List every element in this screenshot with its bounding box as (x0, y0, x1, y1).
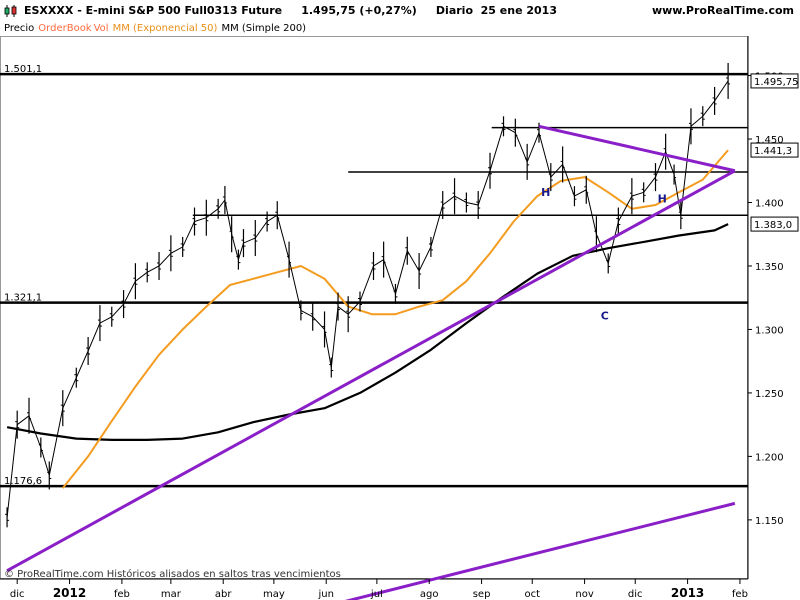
price-line (6, 80, 729, 518)
price-bars-layer (5, 62, 731, 528)
x-tick-label-3: mar (161, 589, 182, 600)
x-tick-label-5: may (263, 589, 285, 600)
sma200-layer (6, 223, 729, 441)
legend-orderbook[interactable]: OrderBook (38, 23, 92, 34)
x-tick-label-8: ago (420, 589, 439, 600)
x-tick-label-1: 2012 (53, 586, 86, 600)
chart-title: ESXXXX - E-mini S&P 500 Full0313 Future … (24, 4, 557, 17)
annotation-h-2: H (658, 192, 667, 205)
y-tick-label-4: 1.350 (755, 262, 784, 273)
value-tag-box-1 (750, 142, 799, 158)
y-tick-label-1: 1.200 (755, 452, 784, 463)
legend-ema50[interactable]: MM (Exponencial 50) (112, 23, 218, 34)
x-tick-label-14: feb (732, 589, 748, 600)
y-tick-label-0: 1.150 (755, 516, 784, 527)
candlestick-icon (4, 5, 17, 17)
value-tag-box-2 (750, 216, 799, 232)
value-tag-label-1: 1.441,3 (754, 146, 792, 157)
value-tag-box-0 (750, 73, 799, 89)
sma200-line (6, 223, 729, 441)
legend-sma200[interactable]: MM (Simple 200) (221, 23, 307, 34)
y-tick-label-5: 1.400 (755, 198, 784, 209)
x-tick-label-11: nov (575, 589, 593, 600)
chart-header: ESXXXX - E-mini S&P 500 Full0313 Future … (0, 0, 800, 22)
ema50-line (62, 149, 729, 489)
legend-price[interactable]: Precio (4, 23, 35, 34)
x-tick-label-6: jun (317, 589, 333, 600)
footer-note: © ProRealTime.com Históricos alisados en… (4, 569, 341, 580)
x-tick-label-0: dic (10, 589, 25, 600)
value-tags: 1.495,75 1.441,3 1.383,0 (750, 73, 799, 232)
ema50-layer (62, 149, 729, 489)
annotations-layer: H C H (541, 186, 667, 322)
y-tick-label-2: 1.250 (755, 389, 784, 400)
indicator-legend: Precio OrderBook Vol MM (Exponencial 50) MM … (4, 23, 310, 34)
trendline-1 (538, 124, 736, 173)
site-url[interactable]: www.ProRealTime.com (651, 4, 794, 17)
annotation-h-0: H (541, 186, 550, 199)
trendline-2 (344, 501, 736, 600)
plot-area-border (0, 36, 748, 579)
trendline-0 (6, 169, 736, 572)
y-tick-label-6: 1.450 (755, 135, 784, 146)
x-tick-label-12: dic (628, 589, 643, 600)
x-tick-label-9: sep (473, 589, 491, 600)
x-tick-label-10: oct (524, 589, 540, 600)
legend-vol[interactable]: Vol (93, 23, 109, 34)
value-tag-label-2: 1.383,0 (754, 220, 792, 231)
annotation-c-1: C (601, 309, 609, 322)
x-tick-label-7: jul (370, 589, 383, 600)
value-tag-label-0: 1.495,75 (754, 77, 799, 88)
x-axis: dic 2012 feb mar abr may jun jul ago sep oct nov dic… (10, 579, 748, 600)
level-label-0: 1.501,1 (4, 64, 42, 75)
trendlines-layer (6, 124, 736, 600)
y-tick-label-3: 1.300 (755, 325, 784, 336)
x-tick-label-2: feb (114, 589, 130, 600)
x-tick-label-4: abr (215, 589, 232, 600)
level-label-5: 1.176,6 (4, 476, 42, 487)
x-tick-label-13: 2013 (671, 586, 704, 600)
level-label-4: 1.321,1 (4, 293, 42, 304)
